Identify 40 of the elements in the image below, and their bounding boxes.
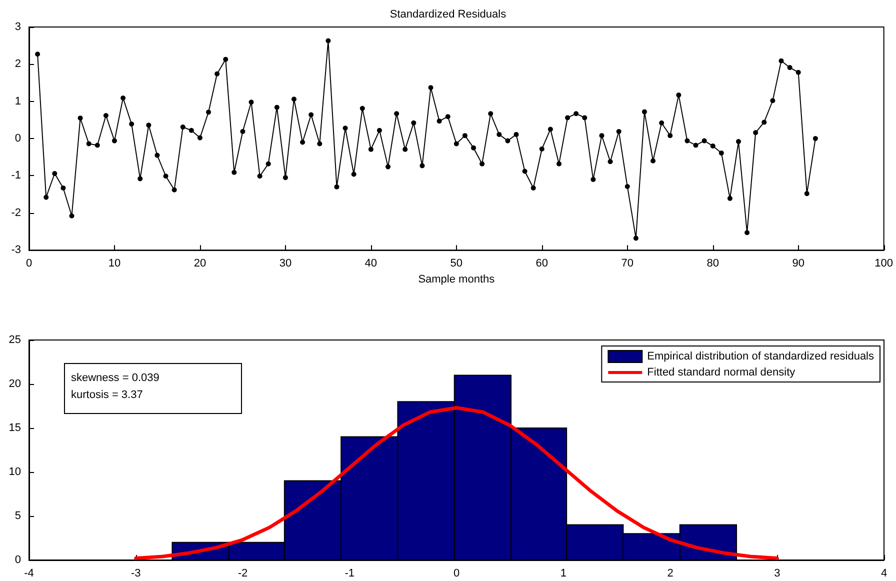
- legend-label: Empirical distribution of standardized residuals: [647, 350, 874, 362]
- y-tick-label: 15: [8, 422, 21, 434]
- x-tick-label: 50: [450, 258, 463, 270]
- x-axis-title: Sample months: [418, 274, 496, 286]
- annotation: kurtosis = 3.37: [71, 388, 144, 403]
- annotation: skewness = 0.039: [71, 371, 160, 386]
- x-tick-label: -4: [24, 568, 34, 580]
- x-tick-label: -1: [344, 568, 355, 580]
- x-tick-label: 1: [560, 568, 566, 580]
- y-tick-label: 1: [14, 95, 21, 108]
- y-tick-label: 2: [14, 58, 21, 70]
- line-series: [134, 406, 779, 560]
- y-tick-label: -2: [11, 206, 21, 219]
- x-tick-label: -2: [238, 568, 248, 580]
- x-tick-label: 90: [792, 258, 804, 270]
- y-tick-label: 5: [14, 510, 21, 522]
- x-tick-label: -3: [130, 568, 141, 580]
- y-tick-label: -1: [11, 170, 21, 182]
- y-tick-label: 3: [14, 21, 21, 33]
- y-tick-label: -3: [11, 244, 21, 256]
- y-tick-label: 0: [14, 132, 21, 145]
- x-tick-label: 20: [194, 258, 206, 270]
- x-tick-label: 80: [706, 258, 719, 270]
- x-tick-label: 0: [453, 568, 460, 580]
- x-tick-label: 4: [880, 568, 888, 580]
- x-tick-label: 2: [667, 568, 674, 580]
- y-tick-label: 25: [8, 334, 21, 346]
- x-tick-label: 10: [108, 258, 121, 270]
- y-tick-label: 0: [14, 554, 21, 566]
- legend-label: Fitted standard normal density: [647, 366, 796, 378]
- chart-title: Standardized Residuals: [390, 8, 507, 20]
- y-tick-label: 10: [8, 466, 21, 478]
- x-tick-label: 3: [774, 568, 780, 580]
- x-tick-label: 60: [536, 258, 548, 270]
- x-tick-label: 30: [279, 258, 292, 270]
- y-tick-label: 20: [8, 378, 21, 390]
- x-tick-label: 70: [621, 258, 634, 270]
- x-tick-label: 0: [26, 258, 32, 270]
- x-tick-label: 40: [364, 258, 378, 270]
- x-tick-label: 100: [874, 258, 894, 270]
